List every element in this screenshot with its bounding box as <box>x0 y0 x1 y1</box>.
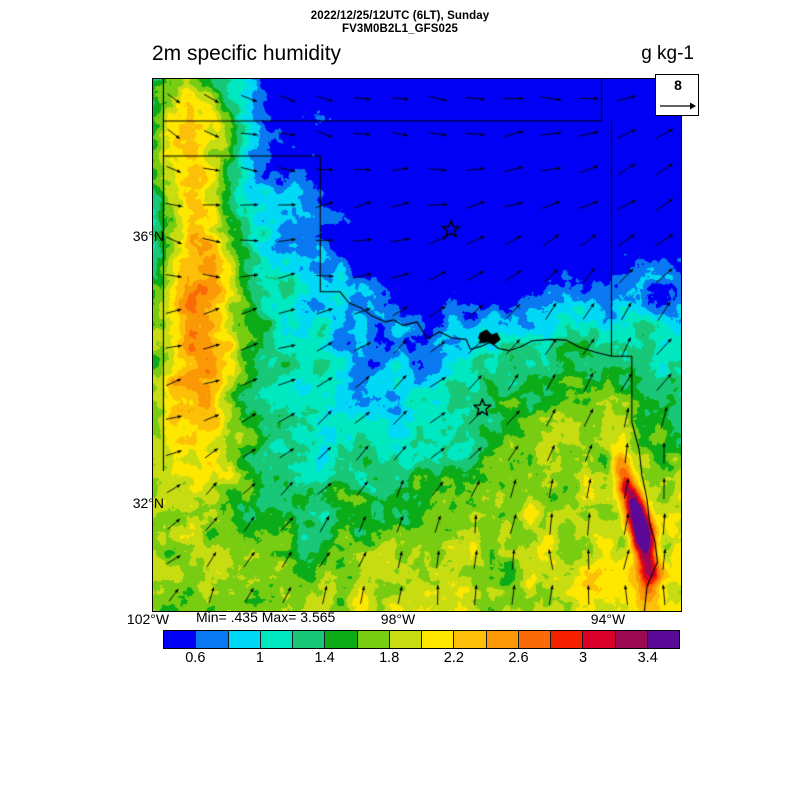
colorbar-swatch <box>228 631 261 648</box>
units-label: g kg-1 <box>641 43 694 64</box>
min-max-label: Min= .435 Max= 3.565 <box>196 609 336 625</box>
colorbar-swatch <box>357 631 390 648</box>
colorbar-tick-label: 3 <box>579 650 588 666</box>
header-block: 2022/12/25/12UTC (6LT), Sunday FV3M0B2L1… <box>0 10 800 36</box>
colorbar-tick-label: 0.6 <box>185 650 206 666</box>
map-plot-area[interactable] <box>152 78 682 612</box>
colorbar-swatch <box>551 631 584 648</box>
colorbar-tick-labels: 0.6 1 1.4 1.8 2.2 2.6 3 3.4 <box>163 650 680 670</box>
colorbar-swatch <box>583 631 616 648</box>
colorbar-swatch <box>486 631 519 648</box>
colorbar-swatch <box>615 631 648 648</box>
colorbar-tick-label: 1.4 <box>314 650 335 666</box>
lat-label-32n: 32°N <box>132 495 164 511</box>
colorbar-swatch <box>196 631 229 648</box>
lon-label-102w: 102°W <box>126 611 170 627</box>
colorbar-swatch <box>422 631 455 648</box>
right-arrow-icon <box>660 102 696 110</box>
colorbar-tick-label: 2.6 <box>508 650 529 666</box>
model-id-label: FV3M0B2L1_GFS025 <box>341 23 458 35</box>
lon-label-94w: 94°W <box>590 611 626 627</box>
colorbar-swatch <box>647 631 679 648</box>
lon-label-98w: 98°W <box>380 611 416 627</box>
colorbar-swatch <box>454 631 487 648</box>
colorbar[interactable] <box>163 630 680 649</box>
colorbar-tick-label: 3.4 <box>637 650 658 666</box>
colorbar-swatch <box>260 631 293 648</box>
wind-vector-key-value: 8 <box>674 77 682 93</box>
colorbar-tick-label: 1 <box>255 650 264 666</box>
colorbar-swatch <box>293 631 326 648</box>
humidity-shading-canvas <box>153 79 681 611</box>
page-title: 2m specific humidity <box>152 42 342 65</box>
colorbar-swatch <box>518 631 551 648</box>
colorbar-swatch <box>325 631 358 648</box>
wind-vector-key: 8 <box>655 74 699 116</box>
colorbar-tick-label: 1.8 <box>379 650 400 666</box>
lat-label-36n: 36°N <box>132 228 164 244</box>
colorbar-swatch <box>389 631 422 648</box>
run-datetime-label: 2022/12/25/12UTC (6LT), Sunday <box>310 10 490 22</box>
colorbar-swatch <box>164 631 197 648</box>
colorbar-tick-label: 2.2 <box>443 650 464 666</box>
